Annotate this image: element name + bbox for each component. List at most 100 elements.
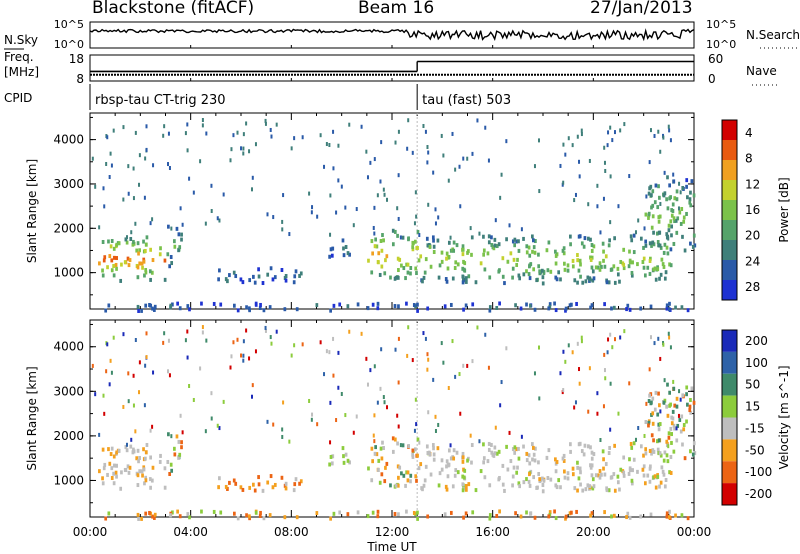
velocity-echo-cell — [662, 400, 666, 405]
velocity-sparse-echo — [437, 422, 440, 427]
velocity-echo-cell — [487, 441, 491, 446]
x-tick-label: 00:00 — [677, 525, 712, 539]
power-echo-cell — [344, 244, 348, 249]
velocity-echo-cell — [137, 516, 140, 521]
power-echo-cell — [315, 303, 319, 308]
velocity-echo-cell — [284, 486, 288, 491]
power-echo-cell — [603, 302, 606, 307]
colorbar-cell — [722, 461, 737, 484]
power-echo-cell — [163, 277, 167, 282]
x-tick-label: 20:00 — [576, 525, 611, 539]
velocity-echo-cell — [669, 402, 672, 407]
power-echo-cell — [422, 275, 426, 280]
power-sparse-echo — [272, 215, 275, 220]
noise-tick-label: 10^5 — [54, 18, 84, 31]
power-echo-cell — [592, 244, 596, 249]
power-sparse-echo — [399, 235, 402, 240]
velocity-echo-cell — [619, 467, 623, 472]
velocity-sparse-echo — [132, 373, 135, 378]
velocity-echo-cell — [660, 465, 664, 470]
velocity-echo-cell — [464, 483, 468, 488]
velocity-echo-cell — [463, 468, 467, 473]
colorbar-cell — [722, 240, 737, 260]
power-sparse-echo — [426, 145, 429, 150]
power-sparse-echo — [440, 133, 443, 138]
power-echo-cell — [374, 237, 377, 242]
power-echo-cell — [525, 250, 529, 255]
power-echo-cell — [137, 308, 140, 313]
y-tick-label: 1000 — [53, 473, 84, 487]
power-echo-cell — [647, 213, 651, 218]
power-sparse-echo — [476, 118, 479, 123]
power-echo-cell — [257, 274, 261, 279]
velocity-echo-cell — [421, 487, 424, 492]
velocity-echo-cell — [625, 515, 628, 520]
power-echo-cell — [409, 271, 412, 276]
velocity-echo-cell — [525, 510, 528, 515]
power-sparse-echo — [170, 226, 173, 231]
velocity-echo-cell — [628, 457, 631, 462]
power-echo-cell — [375, 244, 379, 249]
power-sparse-echo — [122, 125, 125, 130]
power-echo-cell — [658, 195, 661, 200]
velocity-echo-cell — [576, 460, 579, 465]
power-echo-cell — [348, 252, 351, 257]
velocity-echo-cell — [566, 476, 570, 481]
velocity-echo-cell — [253, 488, 257, 493]
power-echo-cell — [423, 270, 427, 275]
power-echo-cell — [670, 208, 674, 213]
power-echo-cell — [644, 243, 648, 248]
power-sparse-echo — [281, 219, 284, 224]
noise-series-line — [89, 28, 695, 42]
velocity-echo-cell — [605, 488, 609, 493]
velocity-echo-cell — [356, 510, 360, 515]
velocity-sparse-echo — [478, 439, 481, 444]
velocity-echo-cell — [129, 444, 133, 449]
power-sparse-echo — [127, 191, 130, 196]
power-echo-cell — [416, 229, 420, 234]
velocity-echo-cell — [461, 474, 465, 479]
power-echo-cell — [657, 184, 660, 189]
velocity-echo-cell — [648, 393, 651, 398]
power-echo-cell — [135, 248, 139, 253]
velocity-sparse-echo — [308, 398, 311, 403]
power-echo-cell — [562, 251, 566, 256]
power-echo-cell — [370, 270, 374, 275]
velocity-sparse-echo — [264, 325, 267, 330]
velocity-sparse-echo — [329, 400, 332, 405]
velocity-sparse-echo — [434, 414, 437, 419]
velocity-sparse-echo — [236, 337, 239, 342]
velocity-echo-cell — [533, 515, 537, 520]
power-echo-cell — [625, 307, 628, 312]
power-echo-cell — [376, 301, 380, 306]
velocity-echo-cell — [413, 447, 417, 452]
power-sparse-echo — [290, 146, 293, 151]
power-echo-cell — [590, 242, 594, 247]
power-sparse-echo — [201, 123, 204, 128]
velocity-echo-cell — [178, 514, 182, 519]
velocity-echo-cell — [666, 382, 669, 387]
velocity-echo-cell — [541, 483, 545, 488]
power-echo-cell — [455, 243, 459, 248]
power-echo-cell — [144, 303, 148, 308]
velocity-echo-cell — [470, 443, 474, 448]
power-echo-cell — [670, 213, 674, 218]
velocity-echo-cell — [376, 514, 380, 519]
power-sparse-echo — [98, 225, 101, 230]
velocity-sparse-echo — [427, 410, 430, 415]
y-tick-label: 3000 — [53, 384, 84, 398]
power-echo-cell — [394, 275, 398, 280]
power-sparse-echo — [188, 176, 191, 181]
power-echo-cell — [144, 248, 147, 253]
velocity-echo-cell — [295, 515, 299, 520]
velocity-sparse-echo — [201, 330, 204, 335]
velocity-echo-cell — [668, 509, 671, 514]
velocity-echo-cell — [143, 481, 146, 486]
power-echo-cell — [445, 256, 448, 261]
power-echo-cell — [117, 241, 121, 246]
power-echo-cell — [438, 263, 442, 268]
power-echo-cell — [454, 260, 458, 265]
velocity-echo-cell — [438, 471, 442, 476]
power-echo-cell — [138, 248, 141, 253]
